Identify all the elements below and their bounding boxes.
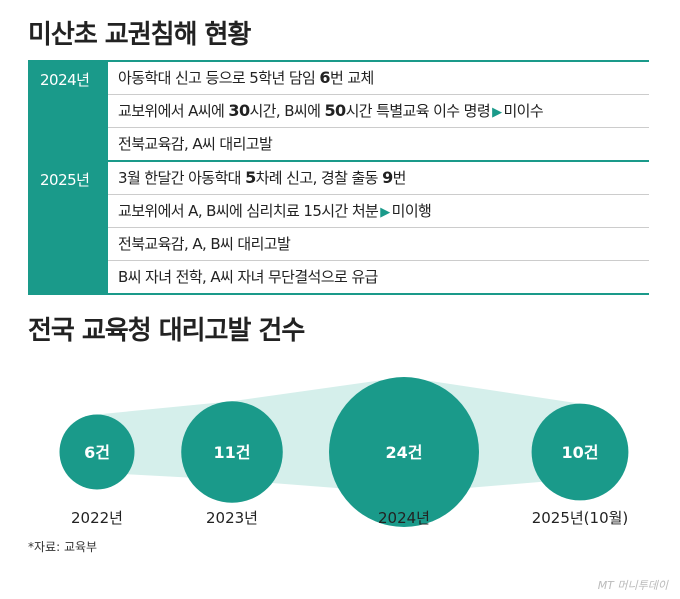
timeline-item: 교보위에서 A씨에 30시간, B씨에 50시간 특별교육 이수 명령 ▶ 미이수 xyxy=(108,94,649,127)
item-text: 미이수 xyxy=(503,102,544,120)
publisher-credit: MT 머니투데이 xyxy=(597,579,668,592)
bubble-value-label: 24건 xyxy=(386,443,423,462)
source-note: *자료: 교육부 xyxy=(28,540,98,554)
item-text: 9 xyxy=(382,168,393,187)
bubble-value-label: 11건 xyxy=(214,443,251,462)
bubble xyxy=(59,414,135,490)
bubble xyxy=(181,401,283,503)
timeline-group: 2024년 아동학대 신고 등으로 5학년 담임 6번 교체 교보위에서 A씨에 3… xyxy=(28,62,649,160)
item-text: 30 xyxy=(228,101,250,120)
category-label: 2022년 xyxy=(71,509,123,527)
arrow-right-icon: ▶ xyxy=(380,205,390,220)
item-text: 3월 한달간 아동학대 xyxy=(118,169,246,187)
arrow-right-icon: ▶ xyxy=(492,105,502,120)
chart-title: 전국 교육청 대리고발 건수 xyxy=(28,316,305,346)
timeline-item: 전북교육감, A씨 대리고발 xyxy=(108,127,649,160)
item-text: 번 교체 xyxy=(329,69,374,87)
timeline-table: 2024년 아동학대 신고 등으로 5학년 담임 6번 교체 교보위에서 A씨에 3… xyxy=(28,60,649,295)
item-text: 50 xyxy=(324,101,346,120)
year-label: 2025년 xyxy=(28,162,108,293)
timeline-item: 전북교육감, A, B씨 대리고발 xyxy=(108,227,649,260)
category-label: 2025년(10월) xyxy=(532,509,629,527)
timeline-item: 교보위에서 A, B씨에 심리치료 15시간 처분 ▶ 미이행 xyxy=(108,194,649,227)
item-text: 전북교육감, A씨 대리고발 xyxy=(118,135,273,153)
timeline-item: B씨 자녀 전학, A씨 자녀 무단결석으로 유급 xyxy=(108,260,649,293)
item-text: 전북교육감, A, B씨 대리고발 xyxy=(118,235,291,253)
bubble-value-label: 10건 xyxy=(562,443,599,462)
item-text: 5 xyxy=(245,168,256,187)
item-text: 아동학대 신고 등으로 5학년 담임 xyxy=(118,69,320,87)
item-text: 교보위에서 A씨에 xyxy=(118,102,229,120)
item-text: 미이행 xyxy=(391,202,432,220)
bubble xyxy=(531,403,629,501)
item-text: 차례 신고, 경찰 출동 xyxy=(255,169,383,187)
item-text: 교보위에서 A, B씨에 심리치료 15시간 처분 xyxy=(118,202,379,220)
timeline-item: 아동학대 신고 등으로 5학년 담임 6번 교체 xyxy=(108,62,649,94)
bubble-value-label: 6건 xyxy=(84,443,110,462)
item-text: 번 xyxy=(392,169,407,187)
category-label: 2023년 xyxy=(206,509,258,527)
timeline-group: 2025년 3월 한달간 아동학대 5차례 신고, 경찰 출동 9번 교보위에서 A… xyxy=(28,160,649,293)
year-label: 2024년 xyxy=(28,62,108,160)
item-text: 시간 특별교육 이수 명령 xyxy=(345,102,491,120)
item-text: 6 xyxy=(319,68,330,87)
bubble xyxy=(329,377,479,527)
timeline-item: 3월 한달간 아동학대 5차례 신고, 경찰 출동 9번 xyxy=(108,162,649,194)
item-text: 시간, B씨에 xyxy=(249,102,325,120)
item-text: B씨 자녀 전학, A씨 자녀 무단결석으로 유급 xyxy=(118,268,378,286)
category-label: 2024년 xyxy=(378,509,430,527)
infographic-title: 미산초 교권침해 현황 xyxy=(28,20,251,50)
